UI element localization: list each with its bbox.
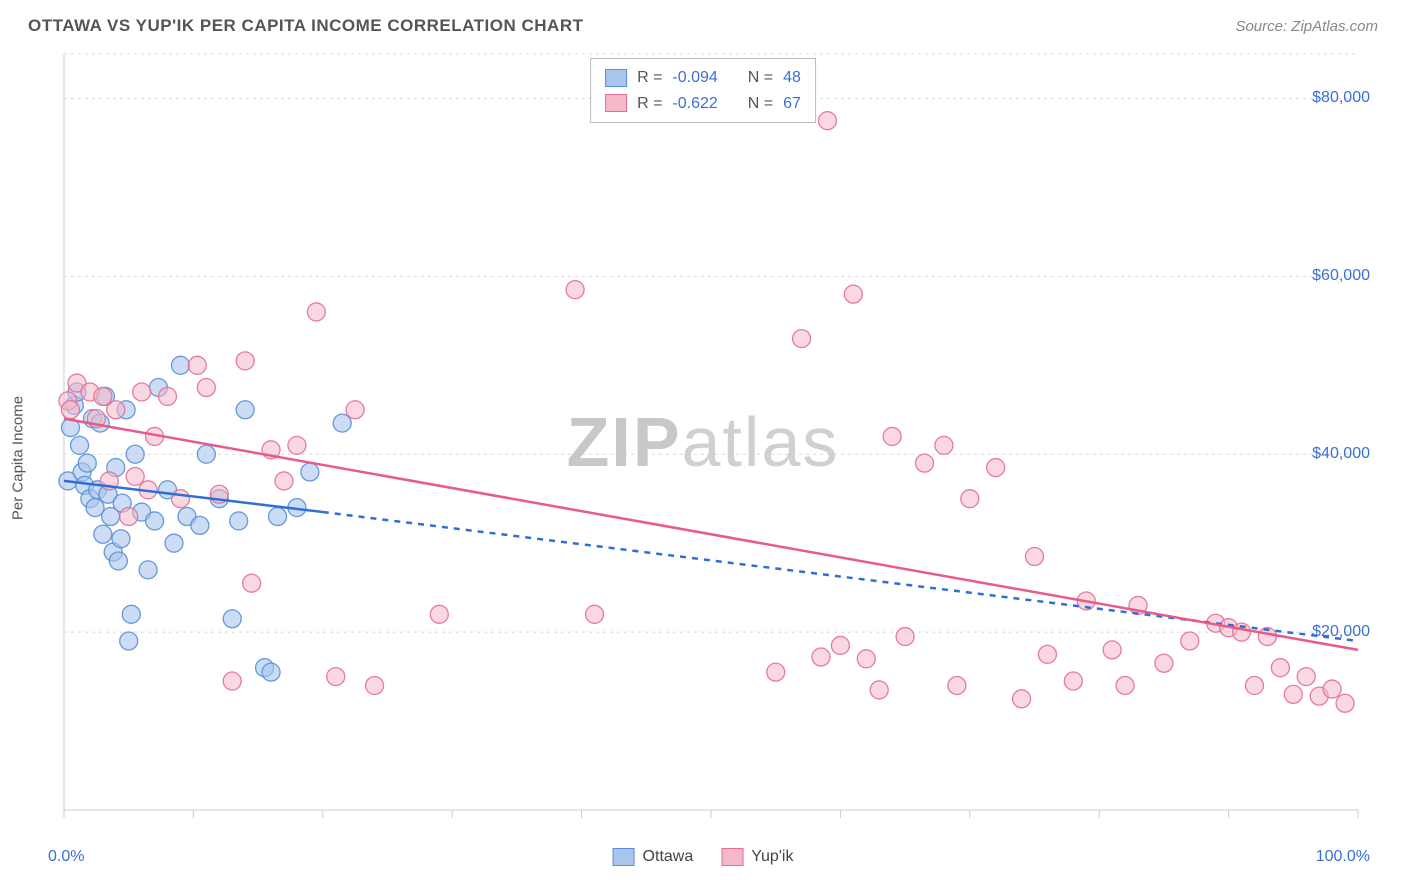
stat-n-value: 48 <box>783 65 801 91</box>
legend-swatch <box>721 848 743 866</box>
series-legend: Ottawa Yup'ik <box>613 848 794 866</box>
scatter-chart <box>28 48 1378 838</box>
legend-item: Yup'ik <box>721 848 793 866</box>
y-axis-label: Per Capita Income <box>10 396 27 520</box>
legend-swatch <box>613 848 635 866</box>
stat-r-label: R = <box>637 91 662 117</box>
source-label: Source: ZipAtlas.com <box>1235 18 1378 35</box>
legend-stat-row: R = -0.094 N = 48 <box>605 65 801 91</box>
stat-r-value: -0.094 <box>672 65 717 91</box>
legend-series-name: Yup'ik <box>751 848 793 866</box>
legend-swatch <box>605 94 627 112</box>
chart-title: OTTAWA VS YUP'IK PER CAPITA INCOME CORRE… <box>28 16 583 36</box>
y-tick-label: $20,000 <box>1312 623 1370 641</box>
x-axis-min-label: 0.0% <box>48 848 84 866</box>
legend-swatch <box>605 69 627 87</box>
legend-stat-row: R = -0.622 N = 67 <box>605 91 801 117</box>
correlation-legend: R = -0.094 N = 48 R = -0.622 N = 67 <box>590 58 816 123</box>
stat-r-value: -0.622 <box>672 91 717 117</box>
legend-series-name: Ottawa <box>643 848 694 866</box>
stat-n-label: N = <box>748 91 773 117</box>
y-tick-label: $80,000 <box>1312 89 1370 107</box>
stat-n-label: N = <box>748 65 773 91</box>
stat-r-label: R = <box>637 65 662 91</box>
stat-n-value: 67 <box>783 91 801 117</box>
x-axis-max-label: 100.0% <box>1316 848 1370 866</box>
y-tick-label: $40,000 <box>1312 445 1370 463</box>
legend-item: Ottawa <box>613 848 694 866</box>
chart-container: Per Capita Income ZIPatlas R =-0.094N =4… <box>28 48 1378 868</box>
y-tick-label: $60,000 <box>1312 267 1370 285</box>
